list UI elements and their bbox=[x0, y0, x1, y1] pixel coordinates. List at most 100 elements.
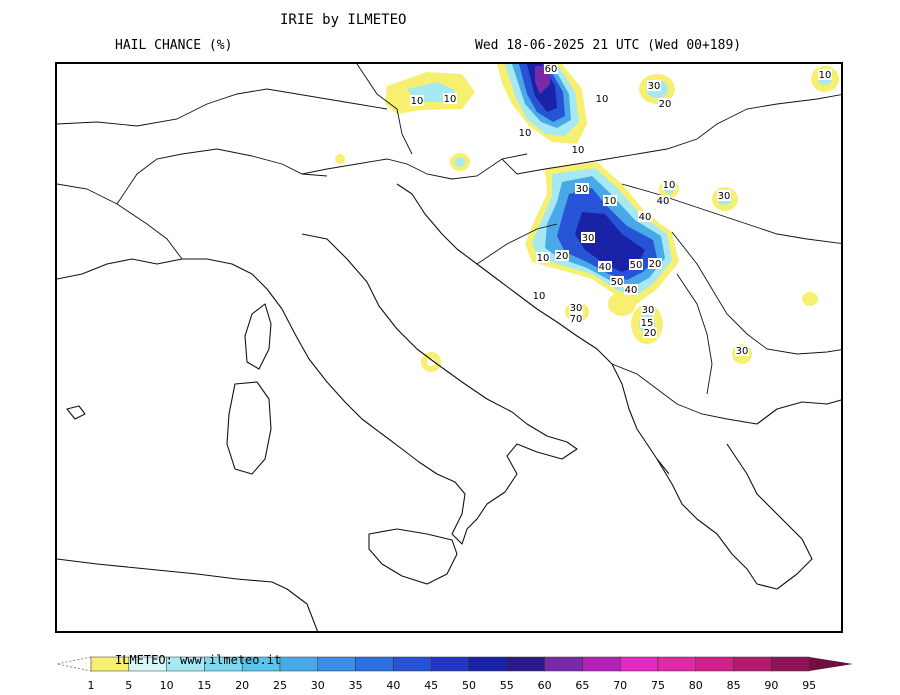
legend-bar bbox=[56, 656, 853, 672]
chart-subtitle: HAIL CHANCE (%) bbox=[115, 38, 233, 53]
contour-label: 10 bbox=[571, 144, 585, 156]
contour-label: 15 bbox=[640, 317, 654, 329]
contour-label: 10 bbox=[603, 195, 617, 207]
chart-title: IRIE by ILMETEO bbox=[280, 12, 407, 28]
svg-text:30: 30 bbox=[582, 233, 595, 244]
svg-text:30: 30 bbox=[718, 191, 731, 202]
legend-tick-label: 15 bbox=[197, 679, 211, 692]
svg-text:10: 10 bbox=[533, 291, 546, 302]
contour-label: 40 bbox=[598, 261, 612, 273]
legend-tick-label: 40 bbox=[386, 679, 400, 692]
legend-tick-label: 1 bbox=[88, 679, 95, 692]
contour-label: 30 bbox=[717, 190, 731, 202]
contour-label: 30 bbox=[569, 302, 583, 314]
svg-text:10: 10 bbox=[519, 128, 532, 139]
legend-tick-label: 45 bbox=[424, 679, 438, 692]
contour-label: 40 bbox=[656, 195, 670, 207]
svg-text:50: 50 bbox=[611, 277, 624, 288]
legend-swatch bbox=[582, 656, 621, 672]
contour-label: 30 bbox=[735, 345, 749, 357]
legend-svg: 1 5 10 15 20 25 30 35 40 45 50 55 60 65 70 75 80 85 90 95 bbox=[56, 656, 853, 692]
legend-tick-label: 35 bbox=[349, 679, 363, 692]
svg-text:10: 10 bbox=[663, 180, 676, 191]
legend-swatch bbox=[468, 656, 508, 672]
svg-text:30: 30 bbox=[576, 184, 589, 195]
svg-text:40: 40 bbox=[599, 262, 612, 273]
legend-swatch bbox=[733, 656, 772, 672]
legend-tick-label: 95 bbox=[802, 679, 816, 692]
legend-tick-label: 25 bbox=[273, 679, 287, 692]
legend-tick-label: 10 bbox=[160, 679, 174, 692]
contour-label: 10 bbox=[536, 252, 550, 264]
svg-text:20: 20 bbox=[649, 259, 662, 270]
legend-swatch bbox=[279, 656, 319, 672]
legend-swatch bbox=[544, 656, 583, 672]
country-borders bbox=[57, 64, 841, 425]
legend-swatch bbox=[619, 656, 659, 672]
legend-swatch bbox=[657, 656, 697, 672]
svg-text:40: 40 bbox=[657, 196, 670, 207]
contour-label: 10 bbox=[518, 127, 532, 139]
svg-text:50: 50 bbox=[630, 260, 643, 271]
legend-tick-label: 75 bbox=[651, 679, 665, 692]
svg-text:30: 30 bbox=[570, 303, 583, 314]
svg-text:10: 10 bbox=[604, 196, 617, 207]
svg-text:20: 20 bbox=[556, 251, 569, 262]
legend-tick-label: 55 bbox=[500, 679, 514, 692]
svg-text:15: 15 bbox=[641, 318, 654, 329]
contour-label: 10 bbox=[662, 179, 676, 191]
legend-tick-label: 70 bbox=[613, 679, 627, 692]
contour-label: 20 bbox=[555, 250, 569, 262]
legend-swatch bbox=[355, 656, 394, 672]
legend-swatch bbox=[317, 656, 356, 672]
svg-text:60: 60 bbox=[545, 64, 558, 75]
contour-label: 30 bbox=[647, 80, 661, 92]
contour-label: 40 bbox=[624, 284, 638, 296]
svg-text:30: 30 bbox=[736, 346, 749, 357]
contour-label: 10 bbox=[532, 290, 546, 302]
legend-swatch bbox=[393, 656, 432, 672]
legend-tick-label: 5 bbox=[125, 679, 132, 692]
coastlines bbox=[57, 173, 841, 631]
legend-tick-label: 20 bbox=[235, 679, 249, 692]
legend-overflow-arrow bbox=[809, 657, 853, 671]
contour-label: 30 bbox=[575, 183, 589, 195]
color-legend: 1 5 10 15 20 25 30 35 40 45 50 55 60 65 70 75 80 85 90 95 bbox=[55, 655, 855, 695]
legend-tick-label: 60 bbox=[538, 679, 552, 692]
svg-text:40: 40 bbox=[639, 212, 652, 223]
legend-tick-label: 30 bbox=[311, 679, 325, 692]
svg-text:40: 40 bbox=[625, 285, 638, 296]
legend-tick-label: 65 bbox=[575, 679, 589, 692]
watermark: ILMETEO: www.ilmeteo.it bbox=[115, 653, 282, 667]
legend-underflow-arrow bbox=[56, 656, 92, 672]
svg-text:10: 10 bbox=[819, 70, 832, 81]
contour-label: 40 bbox=[638, 211, 652, 223]
legend-swatch bbox=[506, 656, 545, 672]
legend-tick-label: 80 bbox=[689, 679, 703, 692]
svg-text:10: 10 bbox=[537, 253, 550, 264]
legend-tick-label: 50 bbox=[462, 679, 476, 692]
contour-label: 60 bbox=[544, 64, 558, 75]
svg-text:10: 10 bbox=[572, 145, 585, 156]
svg-text:20: 20 bbox=[659, 99, 672, 110]
contour-label: 20 bbox=[648, 258, 662, 270]
contour-label: 20 bbox=[658, 98, 672, 110]
svg-text:30: 30 bbox=[648, 81, 661, 92]
hail-chance-fills bbox=[335, 64, 839, 372]
legend-tick-label: 90 bbox=[764, 679, 778, 692]
legend-ticks: 1 5 10 15 20 25 30 35 40 45 50 55 60 65 70 75 80 85 90 95 bbox=[88, 679, 817, 692]
svg-text:30: 30 bbox=[642, 305, 655, 316]
contour-label: 50 bbox=[629, 259, 643, 271]
contour-label: 10 bbox=[595, 93, 609, 105]
legend-swatch bbox=[771, 656, 810, 672]
map-panel: 10 10 10 60 10 10 30 20 10 10 30 30 40 10 40 30 10 20 40 50… bbox=[55, 62, 843, 633]
svg-text:10: 10 bbox=[444, 94, 457, 105]
svg-text:20: 20 bbox=[644, 328, 657, 339]
contour-label: 10 bbox=[818, 69, 832, 81]
contour-label: 50 bbox=[610, 276, 624, 288]
svg-text:10: 10 bbox=[596, 94, 609, 105]
contour-label: 10 bbox=[443, 93, 457, 105]
svg-text:70: 70 bbox=[570, 314, 583, 325]
